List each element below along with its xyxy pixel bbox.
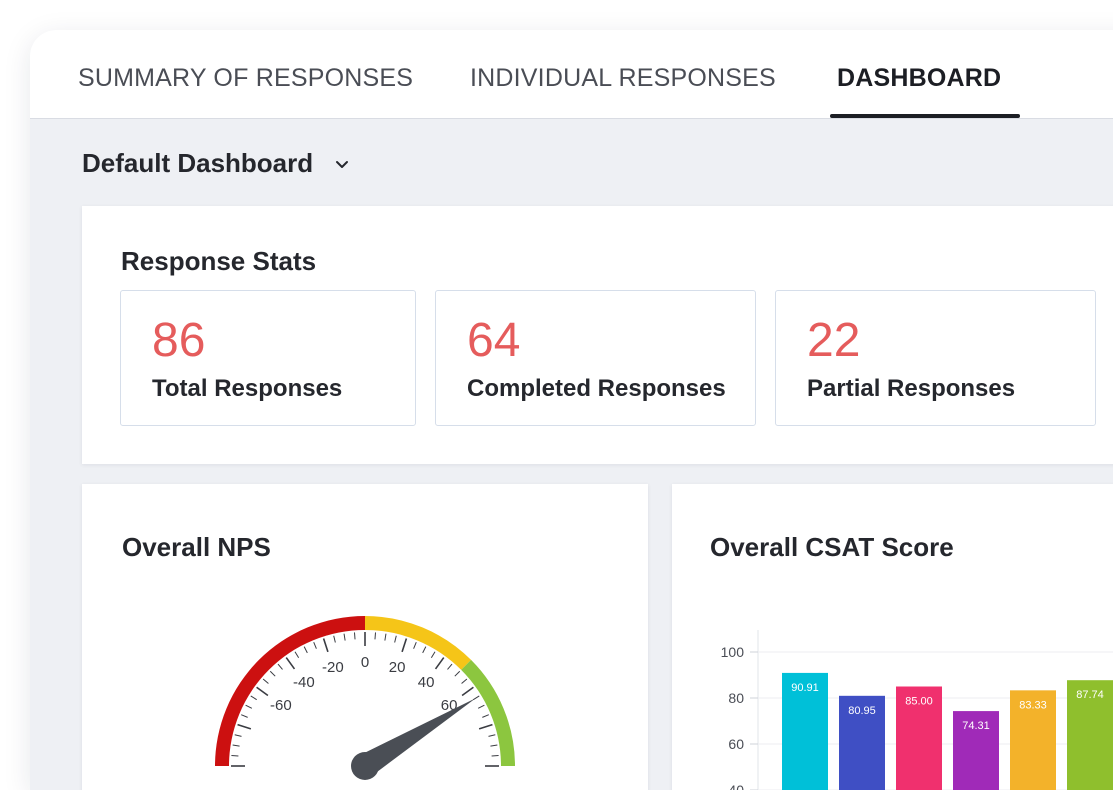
csat-bar-label-5: 83.33: [1019, 699, 1047, 711]
gauge-tick: [436, 658, 444, 669]
gauge-tick: [482, 715, 488, 718]
gauge-band-2: [365, 616, 471, 670]
gauge-tick: [304, 647, 307, 653]
gauge-tick: [488, 735, 495, 737]
gauge-tick: [334, 636, 336, 643]
gauge-tick: [286, 658, 294, 669]
gauge-tick: [314, 642, 317, 648]
gauge-tick: [447, 664, 452, 669]
gauge-tick: [455, 671, 460, 676]
gauge-tick: [431, 652, 435, 658]
gauge-tick: [402, 639, 406, 652]
response-stats-title: Response Stats: [121, 246, 316, 277]
csat-bar-label-2: 80.95: [848, 705, 876, 717]
gauge-tick: [278, 664, 283, 669]
gauge-tick: [238, 725, 251, 729]
gauge-tick: [263, 679, 268, 684]
gauge-tick: [233, 745, 240, 746]
gauge-tick: [235, 735, 242, 737]
gauge-tick: [246, 705, 252, 708]
csat-bar-label-1: 90.91: [791, 682, 819, 694]
tab-individual-responses[interactable]: INDIVIDUAL RESPONSES: [470, 64, 776, 93]
gauge-tick-label: -20: [322, 659, 344, 676]
partial-responses-value: 22: [807, 313, 860, 368]
gauge-tick-label: 0: [361, 654, 369, 671]
completed-responses-label: Completed Responses: [467, 375, 726, 403]
gauge-tick-label: 40: [418, 674, 435, 691]
y-tick-label: 100: [721, 644, 745, 660]
response-stats-panel: Response Stats 86 Total Responses 64 Com…: [82, 206, 1113, 464]
tab-summary-of-responses[interactable]: SUMMARY OF RESPONSES: [78, 64, 413, 93]
tab-bar: SUMMARY OF RESPONSES INDIVIDUAL RESPONSE…: [30, 30, 1113, 119]
gauge-tick: [490, 745, 497, 746]
tab-dashboard[interactable]: DASHBOARD: [837, 64, 1001, 93]
survey-results-window: SUMMARY OF RESPONSES INDIVIDUAL RESPONSE…: [30, 30, 1113, 790]
active-tab-indicator: [830, 114, 1020, 118]
chevron-down-icon: [333, 155, 351, 173]
dashboard-selector-label: Default Dashboard: [82, 148, 313, 179]
gauge-tick: [344, 634, 345, 641]
gauge-tick: [479, 725, 492, 729]
partial-responses-card[interactable]: 22 Partial Responses: [775, 290, 1096, 426]
partial-responses-label: Partial Responses: [807, 375, 1015, 403]
gauge-tick: [270, 671, 275, 676]
gauge-tick-label: -60: [270, 697, 292, 714]
dashboard-selector[interactable]: Default Dashboard: [82, 148, 351, 179]
gauge-needle-hub: [351, 752, 379, 780]
gauge-tick: [231, 755, 238, 756]
gauge-tick: [423, 647, 426, 653]
gauge-tick: [324, 639, 328, 652]
gauge-tick: [395, 636, 397, 643]
total-responses-card[interactable]: 86 Total Responses: [120, 290, 416, 426]
csat-bar-label-6: 87.74: [1076, 689, 1104, 701]
gauge-band-3: [461, 660, 515, 766]
csat-bar-label-4: 74.31: [962, 720, 990, 732]
y-tick-label: 80: [728, 690, 744, 706]
gauge-tick: [354, 632, 355, 639]
csat-bar-label-3: 85.00: [905, 696, 933, 708]
gauge-tick: [241, 715, 247, 718]
gauge-tick: [462, 679, 467, 684]
y-tick-label: 60: [728, 736, 744, 752]
gauge-tick: [462, 687, 473, 695]
gauge-tick: [251, 696, 257, 700]
completed-responses-value: 64: [467, 313, 520, 368]
completed-responses-card[interactable]: 64 Completed Responses: [435, 290, 756, 426]
csat-bar-chart: 100 80 60 40 90.91 80.95 85.00 74.31 83.33 87.74: [672, 484, 1113, 790]
gauge-tick: [414, 642, 417, 648]
total-responses-label: Total Responses: [152, 375, 342, 403]
gauge-tick: [257, 687, 268, 695]
gauge-tick-label: 20: [389, 659, 406, 676]
gauge-tick: [492, 755, 499, 756]
y-tick-label: 40: [728, 782, 744, 790]
gauge-tick-label: -40: [293, 674, 315, 691]
gauge-tick: [375, 632, 376, 639]
total-responses-value: 86: [152, 313, 205, 368]
gauge-tick: [385, 634, 386, 641]
gauge-tick: [478, 705, 484, 708]
gauge-tick: [295, 652, 299, 658]
gauge-band-1: [215, 616, 365, 766]
